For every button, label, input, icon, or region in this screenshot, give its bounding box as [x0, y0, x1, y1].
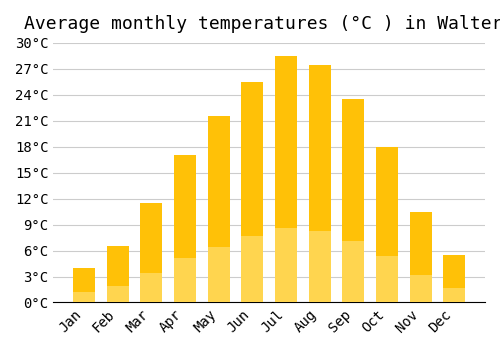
Bar: [208, 247, 230, 302]
Bar: [275, 229, 297, 302]
Bar: [309, 64, 330, 302]
Bar: [208, 117, 230, 302]
Bar: [73, 268, 95, 302]
Bar: [275, 56, 297, 302]
Bar: [140, 203, 162, 302]
Bar: [376, 147, 398, 302]
Bar: [174, 258, 196, 302]
Bar: [444, 288, 466, 302]
Bar: [444, 255, 466, 302]
Title: Average monthly temperatures (°C ) in Walters: Average monthly temperatures (°C ) in Wa…: [24, 15, 500, 33]
Bar: [342, 99, 364, 302]
Bar: [309, 231, 330, 302]
Bar: [342, 241, 364, 302]
Bar: [242, 236, 264, 302]
Bar: [376, 256, 398, 302]
Bar: [410, 212, 432, 302]
Bar: [410, 275, 432, 302]
Bar: [174, 155, 196, 302]
Bar: [106, 286, 128, 302]
Bar: [73, 292, 95, 302]
Bar: [106, 246, 128, 302]
Bar: [242, 82, 264, 302]
Bar: [140, 273, 162, 302]
